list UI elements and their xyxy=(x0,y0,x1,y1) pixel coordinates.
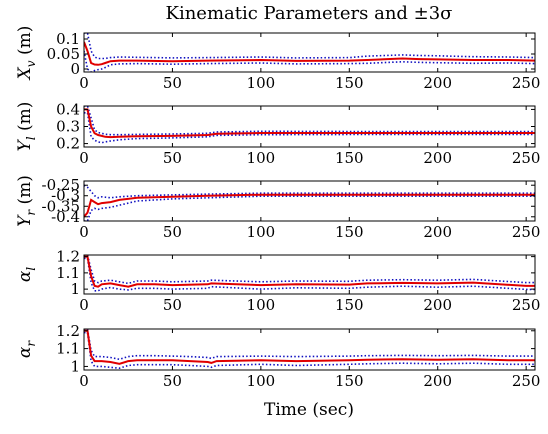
axes-frame xyxy=(83,105,536,148)
y-axis-label: Yr (m) xyxy=(15,175,38,227)
x-tick-label: 150 xyxy=(335,372,364,390)
x-tick-label: 250 xyxy=(512,149,541,167)
lower-3sigma-line xyxy=(84,331,535,370)
subplot-4: 0 50 100 150 200 250 11.11.2 αl xyxy=(15,248,540,314)
axes-frame xyxy=(83,180,536,222)
x-tick-label: 0 xyxy=(79,372,89,390)
y-tick-label: 1.2 xyxy=(56,248,80,266)
x-tick-label: 200 xyxy=(423,296,452,314)
mean-estimate-line xyxy=(84,41,535,66)
y-tick-label: -0.4 xyxy=(51,208,80,226)
upper-3sigma-line xyxy=(84,329,535,361)
axes-frame xyxy=(83,32,536,73)
x-tick-label: 200 xyxy=(423,223,452,241)
x-tick-label: 100 xyxy=(247,223,276,241)
y-tick-label: 0.05 xyxy=(47,45,80,63)
figure-title: Kinematic Parameters and ±3σ xyxy=(166,3,453,24)
subplot-5: 0 50 100 150 200 250 11.11.2 αr xyxy=(15,322,540,390)
y-tick-label: 0 xyxy=(70,60,80,78)
x-tick-label: 0 xyxy=(79,74,89,92)
y-axis-label: Xv (m) xyxy=(15,26,38,82)
lower-3sigma-line xyxy=(84,112,535,144)
mean-estimate-line xyxy=(84,329,535,365)
x-tick-label: 200 xyxy=(423,74,452,92)
x-tick-label: 50 xyxy=(163,74,182,92)
y-axis-label: αl xyxy=(15,267,38,282)
axes-frame xyxy=(83,328,536,371)
upper-3sigma-line xyxy=(84,255,535,285)
lower-3sigma-line xyxy=(84,257,535,292)
x-tick-label: 200 xyxy=(423,149,452,167)
y-tick-label: 0.3 xyxy=(56,118,80,136)
y-axis-label: αr xyxy=(15,340,38,358)
lower-3sigma-line xyxy=(84,195,535,221)
y-tick-label: 1 xyxy=(70,280,80,298)
y-tick-label: -0.35 xyxy=(42,197,80,215)
subplot-2: 0 50 100 150 200 250 0.20.30.4 Yl (m) xyxy=(15,100,540,167)
x-tick-label: 0 xyxy=(79,223,89,241)
x-tick-label: 0 xyxy=(79,149,89,167)
x-tick-label: 250 xyxy=(512,372,541,390)
y-tick-label: 0.1 xyxy=(56,30,80,48)
y-axis-label: Yl (m) xyxy=(15,102,38,152)
lower-3sigma-line xyxy=(84,50,535,72)
x-tick-label: 100 xyxy=(247,149,276,167)
x-tick-label: 200 xyxy=(423,372,452,390)
x-tick-label: 150 xyxy=(335,149,364,167)
x-tick-label: 50 xyxy=(163,223,182,241)
x-tick-label: 0 xyxy=(79,296,89,314)
y-tick-label: 0.4 xyxy=(56,100,80,118)
x-axis-label: Time (sec) xyxy=(264,400,354,420)
x-tick-label: 100 xyxy=(247,74,276,92)
y-tick-label: 1.1 xyxy=(56,264,80,282)
y-tick-label: 0.2 xyxy=(56,135,80,153)
x-tick-label: 100 xyxy=(247,372,276,390)
x-tick-label: 150 xyxy=(335,223,364,241)
axes-frame xyxy=(83,254,536,295)
y-tick-label: -0.3 xyxy=(51,187,80,205)
x-tick-label: 100 xyxy=(247,296,276,314)
x-tick-label: 250 xyxy=(512,296,541,314)
y-tick-label: -0.25 xyxy=(42,176,80,194)
x-tick-label: 150 xyxy=(335,296,364,314)
x-tick-label: 250 xyxy=(512,74,541,92)
x-tick-label: 150 xyxy=(335,74,364,92)
y-tick-label: 1.2 xyxy=(56,322,80,340)
x-tick-label: 50 xyxy=(163,372,182,390)
mean-estimate-line xyxy=(84,193,535,218)
upper-3sigma-line xyxy=(84,33,535,60)
x-tick-label: 50 xyxy=(163,149,182,167)
y-tick-label: 1 xyxy=(70,357,80,375)
x-tick-label: 250 xyxy=(512,223,541,241)
upper-3sigma-line xyxy=(84,184,535,199)
mean-estimate-line xyxy=(84,108,535,139)
x-tick-label: 50 xyxy=(163,296,182,314)
mean-estimate-line xyxy=(84,255,535,288)
y-tick-label: 1.1 xyxy=(56,340,80,358)
upper-3sigma-line xyxy=(84,106,535,136)
